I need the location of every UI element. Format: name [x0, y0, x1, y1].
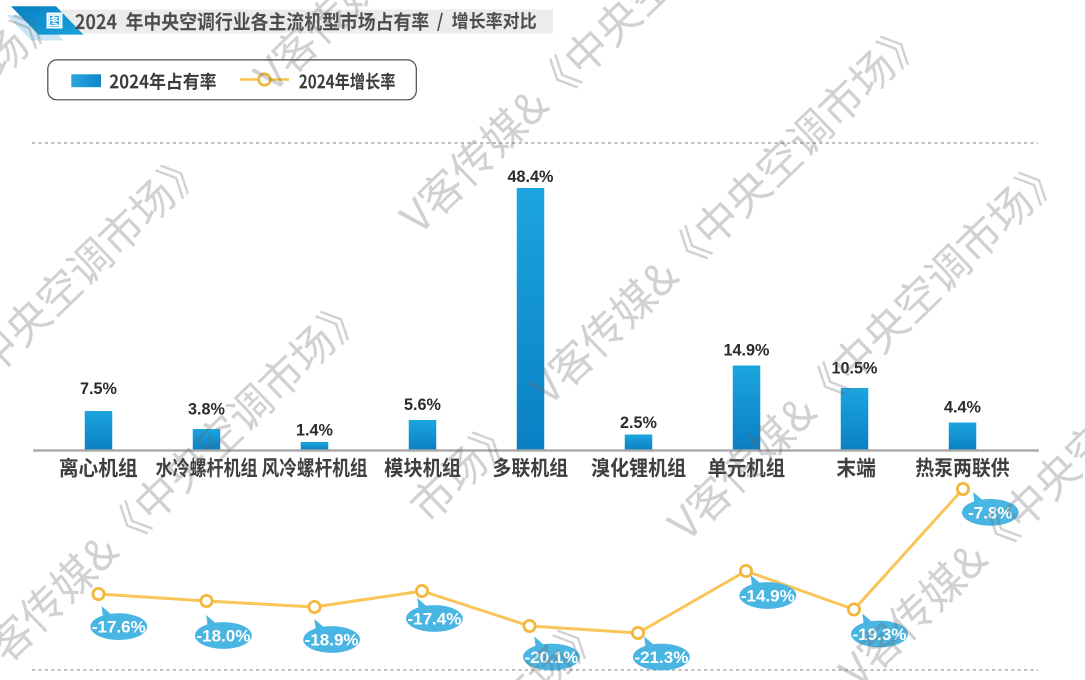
svg-text:3.8%: 3.8% — [188, 400, 225, 418]
svg-text:1.4%: 1.4% — [296, 421, 333, 439]
svg-text:-18.0%: -18.0% — [196, 627, 250, 646]
svg-text:-17.6%: -17.6% — [92, 618, 146, 637]
svg-text:-18.9%: -18.9% — [305, 631, 359, 650]
svg-text:2.5%: 2.5% — [620, 414, 657, 432]
svg-text:-21.3%: -21.3% — [634, 648, 688, 667]
svg-text:7.5%: 7.5% — [80, 380, 117, 398]
svg-text:48.4%: 48.4% — [508, 168, 554, 186]
svg-text:-14.9%: -14.9% — [741, 587, 795, 606]
svg-text:5.6%: 5.6% — [404, 396, 441, 414]
svg-text:-17.4%: -17.4% — [407, 610, 461, 629]
svg-text:14.9%: 14.9% — [724, 342, 770, 360]
svg-text:4.4%: 4.4% — [944, 398, 981, 416]
